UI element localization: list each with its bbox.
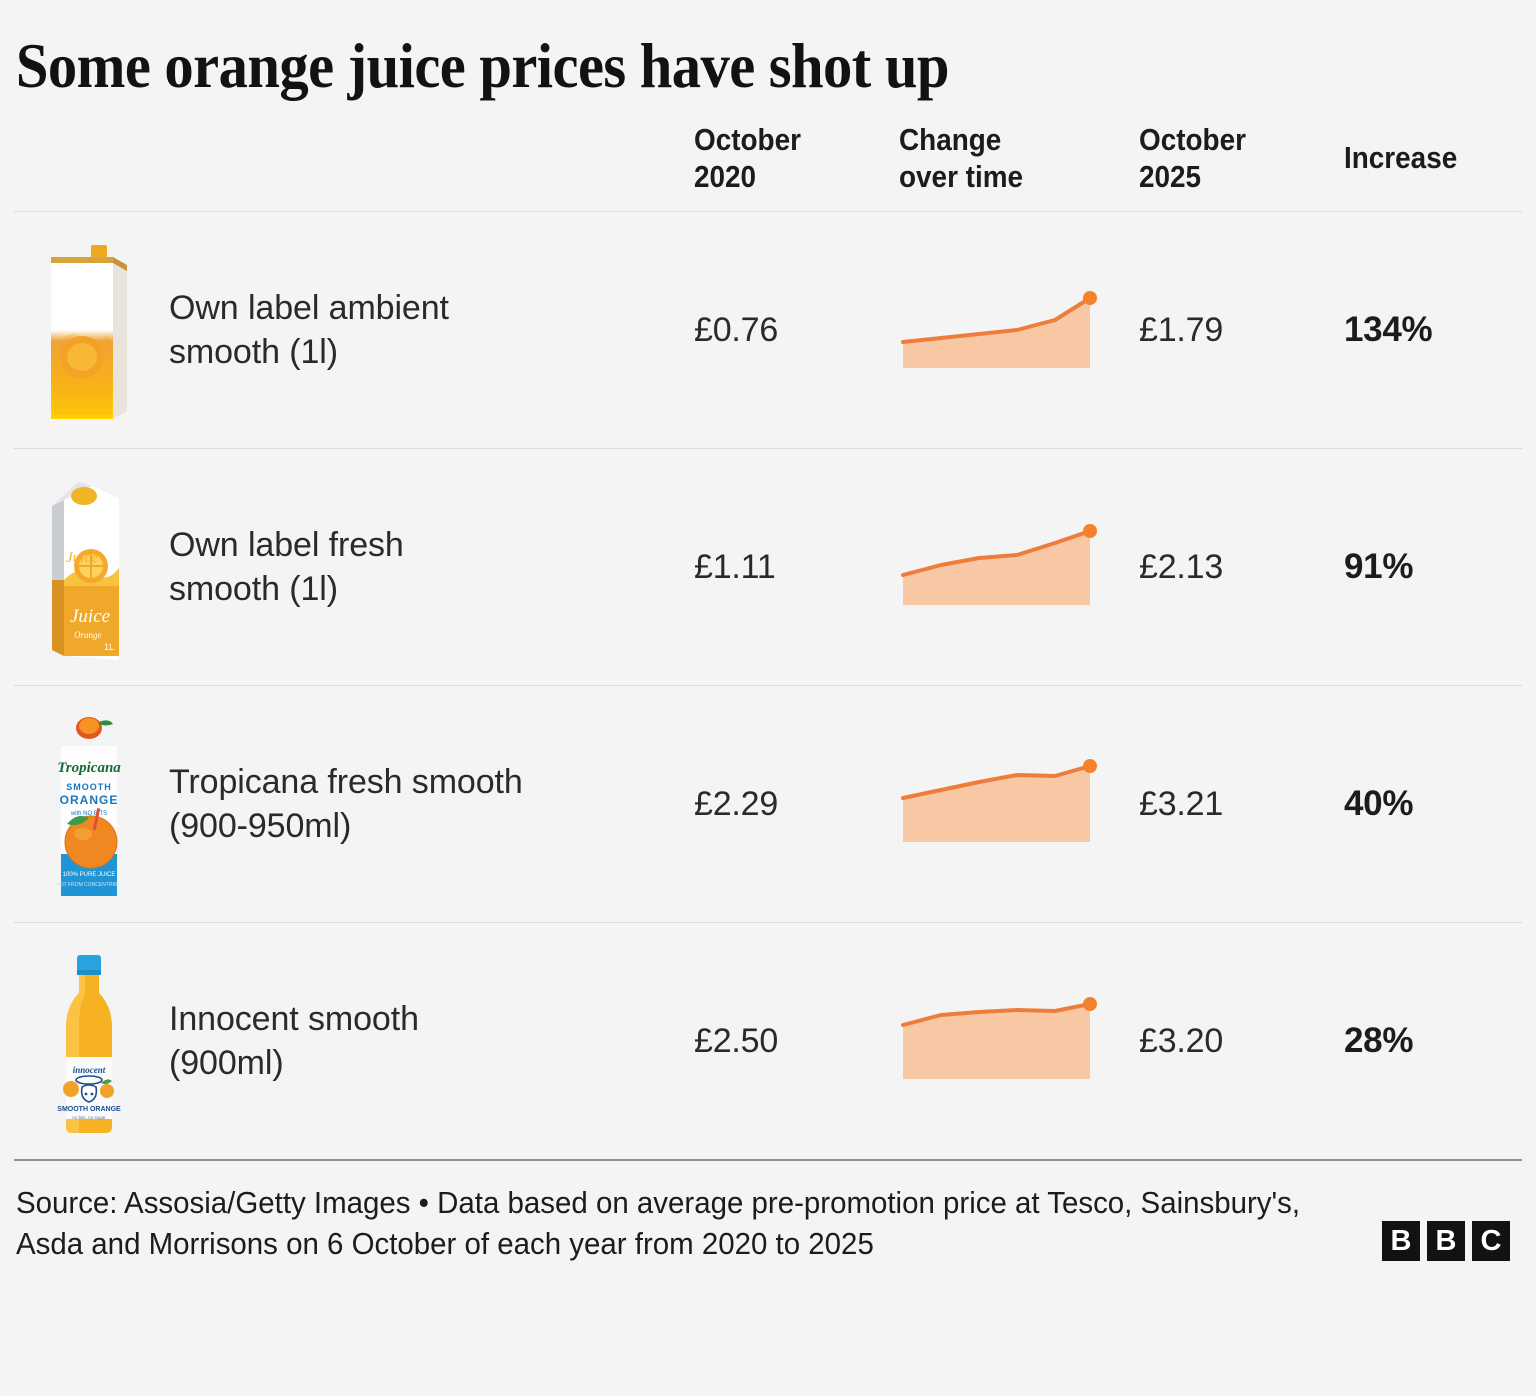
bbc-logo-letter: B: [1427, 1221, 1465, 1262]
product-image-tropicana: Tropicana SMOOTH ORANGE with NO BITS 100…: [14, 686, 164, 922]
product-name-line1: Innocent smooth: [169, 1000, 419, 1038]
column-header-line2: 2025: [1139, 158, 1202, 194]
source-note: Source: Assosia/Getty Images • Data base…: [16, 1185, 1301, 1262]
price-october-2025: £2.13: [1139, 547, 1224, 586]
price-october-2020: £2.50: [694, 1021, 779, 1060]
sparkline-chart-icon: [901, 291, 1097, 369]
column-header-october-2020: October 2020: [694, 122, 879, 195]
sparkline-change-over-time: [899, 449, 1139, 685]
svg-text:Tropicana: Tropicana: [57, 760, 121, 776]
increase-percent: 91%: [1344, 547, 1414, 587]
column-header-line2: 2020: [694, 158, 757, 194]
product-name-line2: (900-950ml): [169, 807, 352, 846]
column-header-change-over-time: Change over time: [899, 122, 1115, 195]
sparkline-chart-icon: [901, 997, 1097, 1080]
bottle-innocent-icon: innocent SMOOTH ORANGE no bits, no sugar: [57, 954, 121, 1133]
sparkline-change-over-time: [899, 923, 1139, 1159]
product-name: Own label ambient smooth (1l): [164, 286, 694, 374]
price-october-2020: £2.29: [694, 784, 779, 823]
svg-text:Juice: Juice: [70, 606, 110, 627]
product-name: Own label fresh smooth (1l): [164, 523, 694, 611]
svg-text:1L: 1L: [104, 642, 114, 652]
carton-tropicana-icon: Tropicana SMOOTH ORANGE with NO BITS 100…: [56, 713, 122, 897]
increase-percent: 40%: [1344, 784, 1414, 824]
table-divider: [14, 211, 1522, 213]
svg-text:NOT FROM CONCENTRATE: NOT FROM CONCENTRATE: [56, 882, 122, 888]
table-row: innocent SMOOTH ORANGE no bits, no sugar…: [14, 923, 1522, 1159]
price-october-2020: £1.11: [694, 547, 776, 586]
column-header-line2: over time: [899, 158, 1024, 194]
svg-text:SMOOTH: SMOOTH: [66, 782, 112, 792]
product-name-line2: smooth (1l): [169, 570, 338, 609]
column-header-october-2025: October 2025: [1139, 122, 1324, 195]
table-row: Tropicana SMOOTH ORANGE with NO BITS 100…: [14, 686, 1522, 922]
column-header-line1: October: [1139, 122, 1246, 158]
table-divider: [14, 448, 1522, 450]
table-header: October 2020 Change over time October 20…: [14, 100, 1522, 211]
product-name-line2: smooth (1l): [169, 333, 338, 372]
product-name-line1: Tropicana fresh smooth: [169, 763, 523, 801]
product-image-own-label-fresh: Juice Juice Orange 1L: [14, 449, 164, 685]
table-divider: [14, 922, 1522, 924]
svg-text:Juice: Juice: [66, 550, 98, 566]
product-name-line1: Own label ambient: [169, 289, 449, 327]
svg-text:Orange: Orange: [74, 630, 102, 640]
sparkline-change-over-time: [899, 686, 1139, 922]
price-october-2025: £3.21: [1139, 784, 1224, 823]
column-header-increase: Increase: [1344, 140, 1458, 176]
page-title: Some orange juice prices have shot up: [15, 31, 950, 101]
product-image-innocent: innocent SMOOTH ORANGE no bits, no sugar: [14, 923, 164, 1159]
bbc-logo: B B C: [1382, 1221, 1510, 1262]
svg-text:innocent: innocent: [73, 1065, 106, 1075]
footer: Source: Assosia/Getty Images • Data base…: [14, 1161, 1522, 1265]
sparkline-chart-icon: [901, 524, 1097, 606]
product-name-line1: Own label fresh: [169, 526, 404, 564]
bbc-logo-letter: C: [1472, 1221, 1510, 1262]
sparkline-chart-icon: [901, 759, 1097, 843]
svg-text:no bits, no sugar: no bits, no sugar: [72, 1115, 106, 1120]
carton-own-label-fresh-icon: Juice Juice Orange 1L: [52, 481, 119, 660]
column-header-line1: October: [694, 122, 801, 158]
increase-percent: 28%: [1344, 1021, 1414, 1061]
table-row: Juice Juice Orange 1L Own label fresh sm…: [14, 449, 1522, 685]
price-october-2025: £1.79: [1139, 310, 1224, 349]
carton-own-label-ambient-icon: [51, 245, 127, 420]
table-divider: [14, 685, 1522, 687]
svg-text:ORANGE: ORANGE: [60, 793, 119, 807]
product-name-line2: (900ml): [169, 1044, 284, 1083]
price-october-2020: £0.76: [694, 310, 779, 349]
product-name: Innocent smooth (900ml): [164, 997, 694, 1085]
svg-text:with NO BITS: with NO BITS: [70, 811, 107, 817]
footer-divider: [14, 1159, 1522, 1162]
svg-text:SMOOTH ORANGE: SMOOTH ORANGE: [57, 1106, 121, 1113]
price-october-2025: £3.20: [1139, 1021, 1224, 1060]
bbc-logo-letter: B: [1382, 1221, 1420, 1262]
product-image-own-label-ambient: [14, 212, 164, 448]
sparkline-change-over-time: [899, 212, 1139, 448]
column-header-line1: Change: [899, 122, 1002, 158]
svg-text:100% PURE JUICE: 100% PURE JUICE: [63, 872, 116, 878]
increase-percent: 134%: [1344, 310, 1433, 350]
product-name: Tropicana fresh smooth (900-950ml): [164, 760, 694, 848]
table-row: Own label ambient smooth (1l) £0.76 £1.7…: [14, 212, 1522, 448]
